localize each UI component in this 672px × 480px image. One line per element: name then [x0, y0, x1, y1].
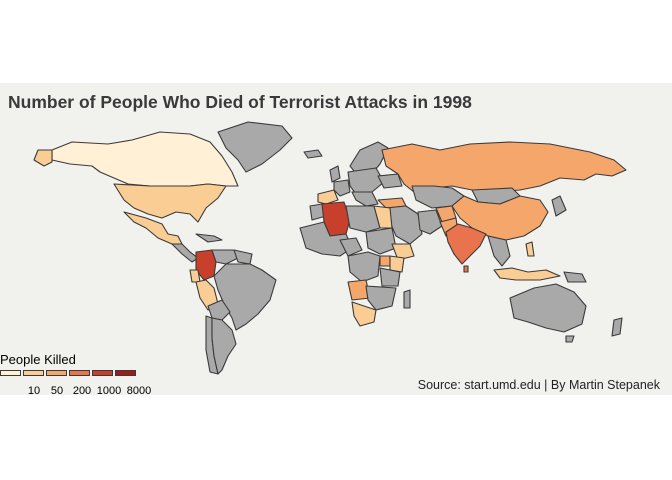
region-russia: [381, 141, 627, 193]
region-kenya: [389, 255, 405, 273]
region-caribbean: [195, 233, 223, 243]
region-france: [333, 179, 351, 197]
region-ukraine: [377, 173, 403, 189]
region-canada: [51, 131, 239, 187]
region-bolivia: [207, 299, 231, 321]
region-mexico: [123, 211, 183, 245]
region-tasmania: [565, 335, 575, 343]
region-iceland: [303, 149, 323, 159]
source-credit: Source: start.umd.edu | By Martin Stepan…: [417, 378, 660, 392]
region-iran: [417, 209, 443, 235]
region-new-zealand: [611, 317, 623, 337]
legend-key-0: [0, 370, 21, 376]
region-italy-balkans: [351, 191, 379, 207]
legend-key-2: [46, 370, 67, 376]
legend-key-4: [92, 370, 113, 376]
region-ethiopia: [391, 243, 415, 261]
region-tanzania: [379, 267, 401, 287]
region-madagascar: [403, 289, 411, 309]
region-ecuador: [189, 269, 201, 283]
legend-title: People Killed: [0, 352, 76, 367]
region-sudan: [365, 227, 397, 255]
region-united-states: [113, 183, 227, 223]
legend-key-3: [69, 370, 90, 376]
region-korea-japan: [551, 195, 567, 217]
region-india: [445, 223, 487, 265]
legend-label-8000: 8000: [126, 385, 152, 397]
region-argentina: [211, 317, 237, 375]
map-title: Number of People Who Died of Terrorist A…: [8, 92, 472, 112]
region-southern-africa: [365, 285, 397, 311]
region-venezuela: [211, 249, 239, 265]
region-uk: [329, 165, 341, 183]
region-philippines: [525, 241, 535, 257]
legend-label-1000: 1000: [96, 385, 122, 397]
region-brazil: [213, 263, 277, 331]
region-central-europe: [347, 167, 385, 195]
legend-key-1: [23, 370, 44, 376]
region-libya-egypt: [345, 205, 381, 233]
region-nigeria: [339, 237, 363, 257]
region-central-america: [171, 243, 199, 263]
region-sri-lanka: [463, 265, 469, 273]
legend-label-200: 200: [72, 385, 92, 397]
region-papua: [563, 271, 587, 283]
region-greenland: [217, 121, 293, 173]
legend-key-5: [115, 370, 136, 376]
region-spain: [317, 189, 339, 205]
legend-label-50: 50: [50, 385, 64, 397]
region-south-africa: [351, 301, 377, 327]
region-central-africa: [347, 251, 381, 283]
region-indonesia: [493, 267, 561, 281]
region-alaska: [33, 149, 53, 167]
region-guianas: [233, 249, 253, 265]
legend-label-10: 10: [27, 385, 41, 397]
region-uganda: [379, 255, 391, 267]
region-southeast-asia: [487, 235, 511, 267]
region-australia: [509, 283, 587, 333]
world-map: [33, 121, 627, 375]
